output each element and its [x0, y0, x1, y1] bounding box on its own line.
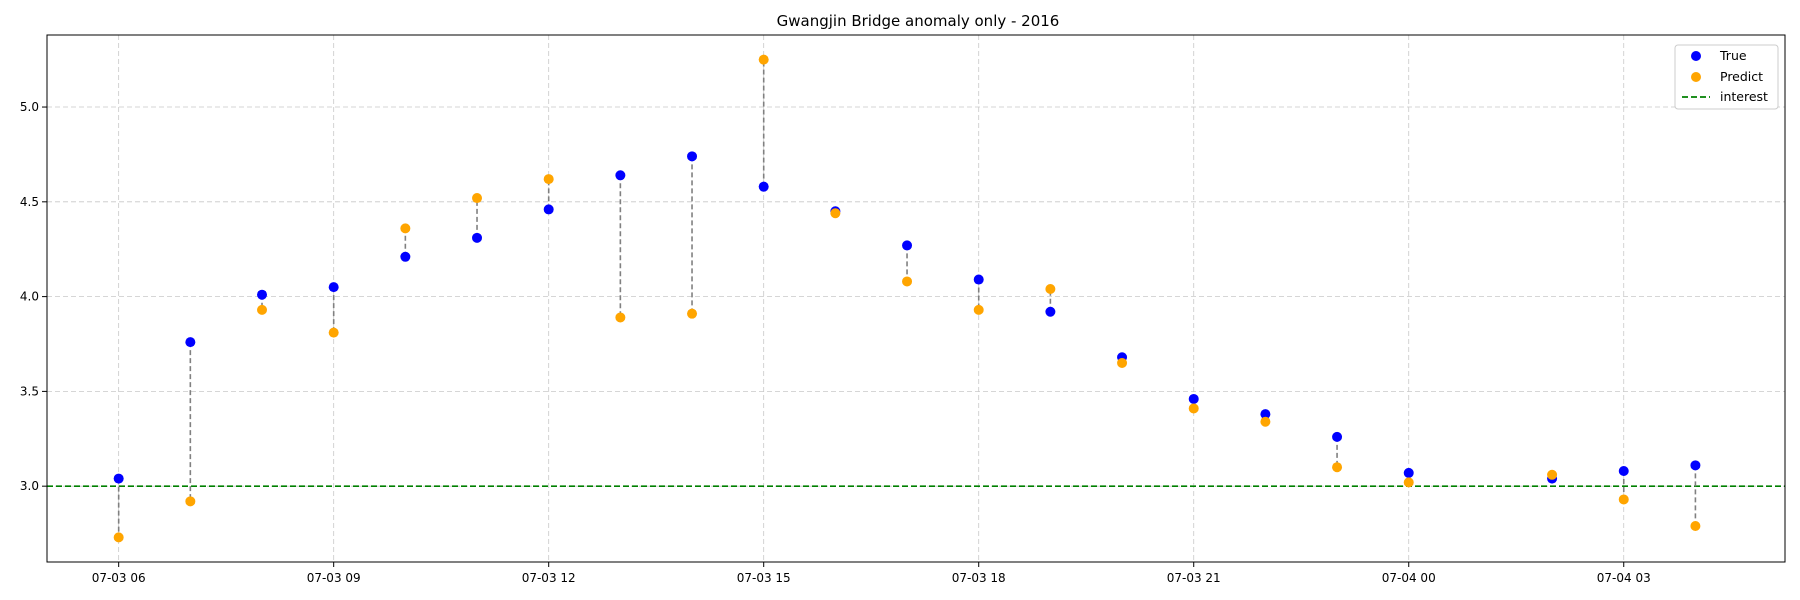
point-true [902, 240, 912, 250]
point-predict [185, 496, 195, 506]
point-predict [1547, 470, 1557, 480]
point-predict [1690, 521, 1700, 531]
point-true [329, 282, 339, 292]
x-tick-label: 07-04 03 [1597, 571, 1651, 585]
point-true [1189, 394, 1199, 404]
x-tick-label: 07-04 00 [1382, 571, 1436, 585]
point-predict [472, 193, 482, 203]
point-predict [687, 309, 697, 319]
point-true [472, 233, 482, 243]
point-true [185, 337, 195, 347]
point-predict [1260, 417, 1270, 427]
y-tick-label: 5.0 [20, 100, 39, 114]
plot-area-frame [47, 35, 1785, 562]
point-true [114, 474, 124, 484]
x-tick-label: 07-03 12 [522, 571, 576, 585]
grid [47, 35, 1785, 562]
y-tick-label: 3.5 [20, 384, 39, 398]
point-true [1690, 460, 1700, 470]
legend-label-true: True [1719, 48, 1747, 63]
point-true [544, 204, 554, 214]
connectors [119, 60, 1696, 538]
data-points [114, 55, 1701, 543]
point-predict [902, 276, 912, 286]
point-predict [1045, 284, 1055, 294]
point-true [615, 170, 625, 180]
x-axis: 07-03 06 07-03 09 07-03 12 07-03 15 07-03 18… [92, 562, 1651, 585]
y-tick-label: 4.5 [20, 195, 39, 209]
legend: True Predict interest [1675, 45, 1778, 109]
point-predict [1619, 494, 1629, 504]
point-predict [1117, 358, 1127, 368]
point-predict [329, 328, 339, 338]
legend-marker-predict [1691, 72, 1701, 82]
point-true [1619, 466, 1629, 476]
x-tick-label: 07-03 21 [1167, 571, 1221, 585]
legend-label-interest: interest [1720, 89, 1768, 104]
point-true [400, 252, 410, 262]
point-predict [830, 208, 840, 218]
point-true [974, 275, 984, 285]
point-true [257, 290, 267, 300]
y-tick-label: 3.0 [20, 479, 39, 493]
chart-title: Gwangjin Bridge anomaly only - 2016 [777, 12, 1060, 30]
point-predict [114, 532, 124, 542]
point-predict [1332, 462, 1342, 472]
x-tick-label: 07-03 18 [952, 571, 1006, 585]
point-true [687, 151, 697, 161]
legend-marker-true [1691, 51, 1701, 61]
point-true [1404, 468, 1414, 478]
point-predict [257, 305, 267, 315]
point-predict [974, 305, 984, 315]
point-true [759, 182, 769, 192]
x-tick-label: 07-03 09 [307, 571, 361, 585]
point-true [1332, 432, 1342, 442]
x-tick-label: 07-03 15 [737, 571, 791, 585]
x-tick-label: 07-03 06 [92, 571, 146, 585]
legend-label-predict: Predict [1720, 69, 1763, 84]
point-true [1045, 307, 1055, 317]
point-predict [759, 55, 769, 65]
point-predict [1404, 477, 1414, 487]
point-predict [1189, 403, 1199, 413]
point-predict [544, 174, 554, 184]
point-predict [400, 223, 410, 233]
y-axis: 3.0 3.5 4.0 4.5 5.0 [20, 100, 47, 493]
y-tick-label: 4.0 [20, 290, 39, 304]
point-predict [615, 312, 625, 322]
